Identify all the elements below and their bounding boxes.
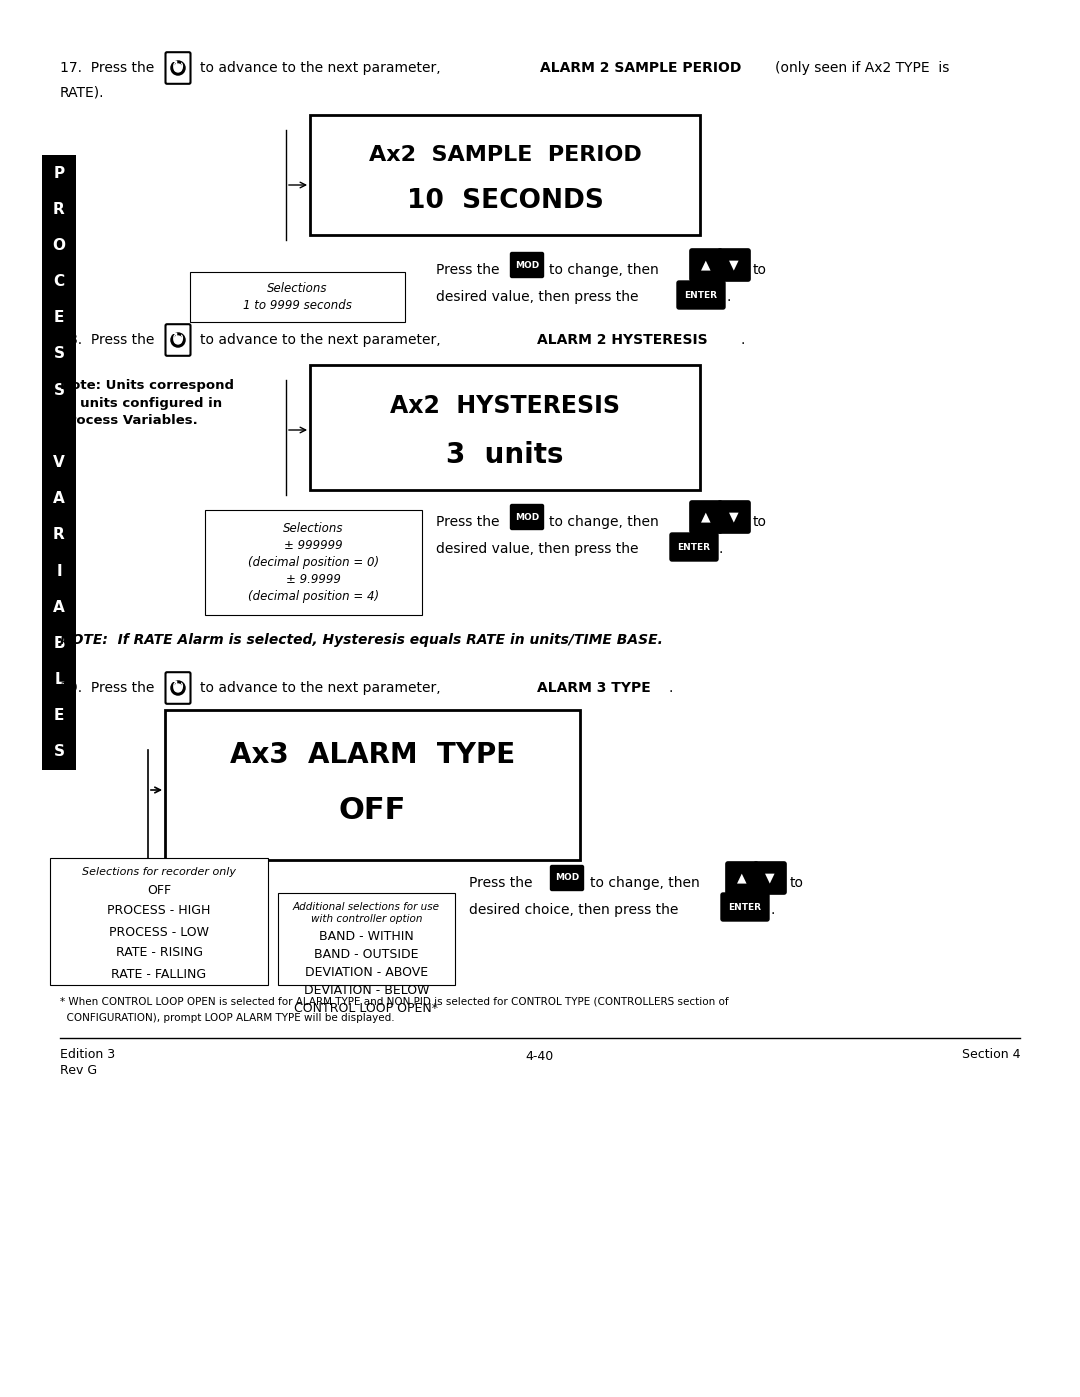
Text: ALARM 2 HYSTERESIS: ALARM 2 HYSTERESIS — [537, 332, 707, 346]
Text: ▼: ▼ — [766, 872, 774, 884]
Bar — [310, 365, 700, 490]
Text: 18.  Press the: 18. Press the — [60, 332, 159, 346]
Circle shape — [171, 61, 185, 75]
Bar — [165, 710, 580, 861]
Text: ↻: ↻ — [171, 678, 185, 696]
Text: R: R — [53, 527, 65, 542]
Text: CONFIGURATION), prompt LOOP ALARM TYPE will be displayed.: CONFIGURATION), prompt LOOP ALARM TYPE w… — [60, 1013, 394, 1023]
Text: O: O — [53, 237, 66, 253]
Bar — [190, 272, 405, 321]
Text: Note: Units correspond: Note: Units correspond — [60, 379, 234, 391]
Text: RATE).: RATE). — [60, 87, 105, 101]
Text: DEVIATION - ABOVE: DEVIATION - ABOVE — [305, 967, 428, 979]
Text: (only seen if Ax2 TYPE  is: (only seen if Ax2 TYPE is — [775, 61, 949, 75]
Text: ▲: ▲ — [701, 510, 711, 524]
Text: to change, then: to change, then — [549, 515, 659, 529]
FancyBboxPatch shape — [718, 249, 750, 281]
Circle shape — [171, 680, 185, 696]
Text: R: R — [53, 201, 65, 217]
Text: * When CONTROL LOOP OPEN is selected for ALARM TYPE and NON PID is selected for : * When CONTROL LOOP OPEN is selected for… — [60, 997, 729, 1007]
FancyBboxPatch shape — [165, 324, 190, 356]
Text: Selections
1 to 9999 seconds: Selections 1 to 9999 seconds — [243, 282, 352, 312]
Text: to units configured in: to units configured in — [60, 397, 222, 409]
Text: .: . — [719, 542, 724, 556]
Text: OFF: OFF — [147, 883, 171, 897]
FancyBboxPatch shape — [165, 52, 190, 84]
Text: A: A — [53, 599, 65, 615]
Text: S: S — [54, 745, 65, 760]
Text: to: to — [753, 515, 767, 529]
FancyBboxPatch shape — [511, 253, 543, 278]
Text: .: . — [740, 332, 744, 346]
Text: ▼: ▼ — [729, 258, 739, 271]
Text: Press the: Press the — [436, 263, 499, 277]
FancyBboxPatch shape — [690, 502, 723, 534]
Text: Selections
± 999999
(decimal position = 0)
± 9.9999
(decimal position = 4): Selections ± 999999 (decimal position = … — [248, 522, 379, 604]
Text: Ax3  ALARM  TYPE: Ax3 ALARM TYPE — [230, 740, 515, 768]
Text: Edition 3: Edition 3 — [60, 1048, 116, 1060]
Text: E: E — [54, 310, 64, 326]
Text: 4-40: 4-40 — [526, 1049, 554, 1063]
Text: P: P — [53, 166, 65, 180]
Text: V: V — [53, 455, 65, 469]
Text: Process Variables.: Process Variables. — [60, 415, 198, 427]
Text: Ax2  HYSTERESIS: Ax2 HYSTERESIS — [390, 394, 620, 418]
Text: to change, then: to change, then — [549, 263, 659, 277]
FancyBboxPatch shape — [726, 862, 758, 894]
Text: CONTROL LOOP OPEN*: CONTROL LOOP OPEN* — [295, 1003, 438, 1016]
Text: 3  units: 3 units — [446, 441, 564, 469]
Text: RATE - RISING: RATE - RISING — [116, 947, 203, 960]
Text: PROCESS - HIGH: PROCESS - HIGH — [107, 904, 211, 918]
FancyBboxPatch shape — [718, 502, 750, 534]
Text: OFF: OFF — [339, 796, 406, 826]
Text: to advance to the next parameter,: to advance to the next parameter, — [200, 332, 441, 346]
Text: ENTER: ENTER — [729, 902, 761, 911]
Text: Additional selections for use: Additional selections for use — [293, 902, 440, 912]
Text: ▼: ▼ — [729, 510, 739, 524]
Text: C: C — [53, 274, 65, 289]
Text: desired value, then press the: desired value, then press the — [436, 291, 638, 305]
Text: .: . — [669, 680, 673, 694]
Circle shape — [174, 64, 181, 73]
Circle shape — [171, 332, 185, 346]
Text: A: A — [53, 492, 65, 506]
FancyBboxPatch shape — [677, 281, 725, 309]
Text: BAND - OUTSIDE: BAND - OUTSIDE — [314, 949, 419, 961]
FancyBboxPatch shape — [670, 534, 718, 562]
Text: NOTE:  If RATE Alarm is selected, Hysteresis equals RATE in units/TIME BASE.: NOTE: If RATE Alarm is selected, Hystere… — [60, 633, 663, 647]
Text: 19.  Press the: 19. Press the — [60, 680, 159, 694]
Text: B: B — [53, 636, 65, 651]
FancyBboxPatch shape — [721, 893, 769, 921]
FancyBboxPatch shape — [690, 249, 723, 281]
Text: I: I — [56, 563, 62, 578]
Text: PROCESS - LOW: PROCESS - LOW — [109, 925, 210, 939]
Text: ↻: ↻ — [171, 330, 185, 348]
Text: .: . — [726, 291, 730, 305]
Text: to advance to the next parameter,: to advance to the next parameter, — [200, 680, 441, 694]
Text: .: . — [770, 902, 774, 916]
Text: ▲: ▲ — [738, 872, 746, 884]
Text: with controller option: with controller option — [311, 914, 422, 923]
Text: Selections for recorder only: Selections for recorder only — [82, 868, 237, 877]
Text: desired value, then press the: desired value, then press the — [436, 542, 638, 556]
Text: BAND - WITHIN: BAND - WITHIN — [319, 930, 414, 943]
FancyBboxPatch shape — [165, 672, 190, 704]
Text: to advance to the next parameter,: to advance to the next parameter, — [200, 61, 441, 75]
Text: DEVIATION - BELOW: DEVIATION - BELOW — [303, 985, 429, 997]
Text: Section 4: Section 4 — [961, 1048, 1020, 1060]
FancyBboxPatch shape — [551, 866, 583, 890]
Bar — [205, 510, 422, 615]
Text: Ax2  SAMPLE  PERIOD: Ax2 SAMPLE PERIOD — [368, 145, 642, 165]
Circle shape — [174, 337, 181, 344]
Text: S: S — [54, 383, 65, 398]
Circle shape — [174, 685, 181, 692]
Text: E: E — [54, 708, 64, 724]
Text: to change, then: to change, then — [590, 876, 700, 890]
Bar — [50, 858, 268, 985]
Text: to: to — [753, 263, 767, 277]
Text: Rev G: Rev G — [60, 1063, 97, 1077]
Text: RATE - FALLING: RATE - FALLING — [111, 968, 206, 981]
Bar — [310, 115, 700, 235]
Text: ALARM 2 SAMPLE PERIOD: ALARM 2 SAMPLE PERIOD — [540, 61, 741, 75]
Text: ▲: ▲ — [701, 258, 711, 271]
